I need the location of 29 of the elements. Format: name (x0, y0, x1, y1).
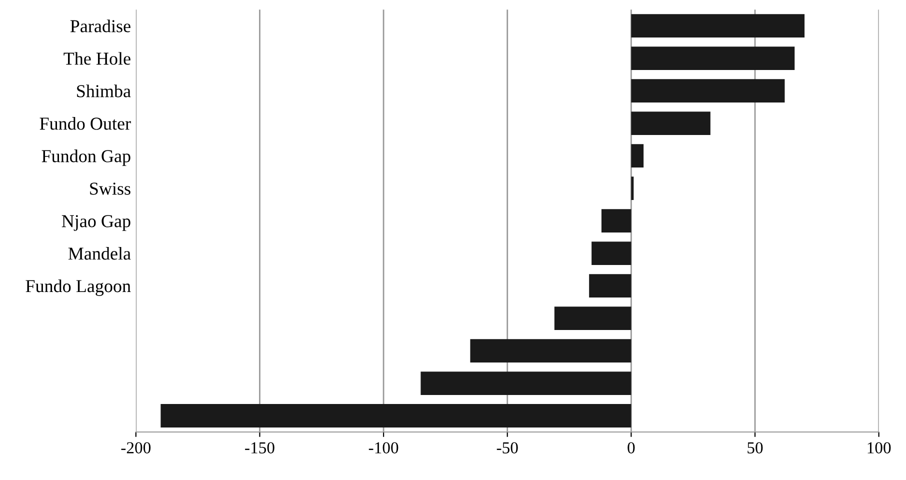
x-tick-label: -200 (121, 442, 151, 454)
y-tick-label: Mandela (68, 247, 131, 260)
x-tick-label: 50 (748, 442, 763, 454)
x-tick-label: 0 (628, 442, 635, 454)
bar (631, 46, 795, 70)
x-tick-label: 100 (868, 442, 891, 454)
bar (631, 112, 710, 136)
bar (592, 242, 632, 265)
y-tick-label: Fundon Gap (42, 150, 130, 166)
y-tick-label: Njao Gap (62, 215, 130, 231)
bar (631, 14, 805, 38)
bar (589, 274, 632, 298)
y-tick-label: Shimba (77, 84, 131, 98)
bar (470, 339, 632, 362)
x-tick-label: -50 (496, 442, 518, 454)
bar (554, 306, 632, 330)
bar (601, 209, 632, 232)
y-tick-label: Fundo Outer (40, 117, 131, 130)
bar (631, 176, 634, 200)
x-tick-label: -150 (245, 442, 274, 454)
y-tick-label: The Hole (64, 52, 130, 65)
bar (631, 79, 785, 103)
bar (160, 404, 632, 428)
bar (631, 144, 644, 168)
bar (420, 372, 632, 395)
y-tick-label: Fundo Lagoon (26, 280, 131, 296)
y-tick-label: Paradise (70, 20, 130, 32)
x-tick-label: -100 (368, 442, 398, 454)
y-tick-label: Swiss (90, 182, 130, 195)
